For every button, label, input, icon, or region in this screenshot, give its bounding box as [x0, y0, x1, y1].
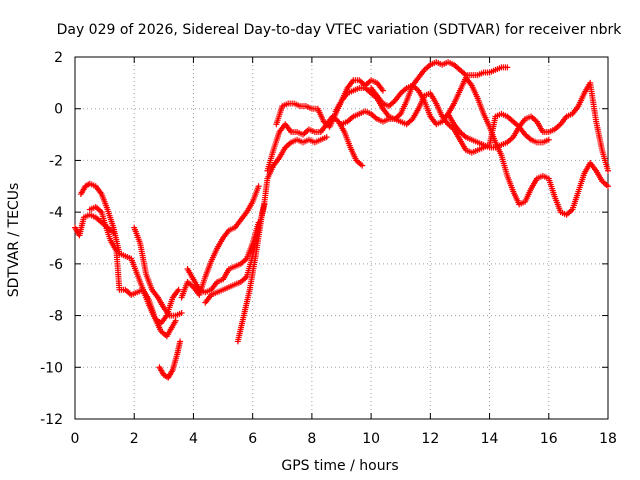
- y-tick-label: -4: [49, 205, 63, 221]
- y-tick-label: -8: [49, 309, 63, 325]
- data-point-marker: [177, 338, 184, 345]
- data-point-marker: [359, 162, 366, 169]
- y-tick-label: 2: [54, 50, 63, 66]
- x-tick-label: 4: [189, 431, 198, 447]
- x-tick-label: 18: [599, 431, 617, 447]
- y-tick-label: 0: [54, 102, 63, 118]
- x-tick-label: 14: [481, 431, 499, 447]
- y-tick-label: -2: [49, 153, 63, 169]
- series-arc-5: [156, 338, 184, 381]
- chart-title: Day 029 of 2026, Sidereal Day-to-day VTE…: [57, 22, 623, 38]
- grid-lines: [75, 57, 608, 419]
- series-arc-10: [264, 113, 366, 174]
- series-arc-9: [234, 134, 330, 345]
- data-point-marker: [379, 87, 386, 94]
- data-point-marker: [175, 286, 182, 293]
- x-tick-label: 8: [307, 431, 316, 447]
- data-point-marker: [504, 64, 511, 71]
- data-point-marker: [172, 317, 179, 324]
- data-point-marker: [178, 309, 185, 316]
- series-arc-11: [273, 77, 386, 130]
- series-arc-3: [86, 203, 179, 340]
- data-point-marker: [545, 136, 552, 143]
- series-arc-6: [178, 183, 262, 301]
- y-tick-label: -12: [40, 412, 63, 428]
- data-series: [72, 59, 611, 381]
- x-axis-title: GPS time / hours: [281, 458, 398, 474]
- data-point-marker: [605, 167, 611, 174]
- series-arc-2: [77, 180, 182, 327]
- y-tick-label: -10: [40, 360, 63, 376]
- x-tick-label: 10: [362, 431, 380, 447]
- series-arc-4: [131, 224, 185, 319]
- x-tick-label: 6: [248, 431, 257, 447]
- data-point-marker: [255, 183, 262, 190]
- x-tick-label: 0: [71, 431, 80, 447]
- series-arc-14: [368, 74, 611, 218]
- x-tick-label: 12: [421, 431, 439, 447]
- plot-frame: [74, 56, 609, 420]
- x-tick-label: 16: [540, 431, 558, 447]
- y-tick-label: -6: [49, 257, 63, 273]
- data-point-marker: [605, 183, 611, 190]
- axis-ticks: 0 2 4 6 8 10 12 14 16 18 -12 -10 -8 -6 -4 -2 0 2: [40, 50, 617, 447]
- series-arc-15: [445, 79, 611, 174]
- y-axis-title: SDTVAR / TECUs: [6, 183, 22, 298]
- data-point-marker: [323, 134, 330, 141]
- x-tick-label: 2: [130, 431, 139, 447]
